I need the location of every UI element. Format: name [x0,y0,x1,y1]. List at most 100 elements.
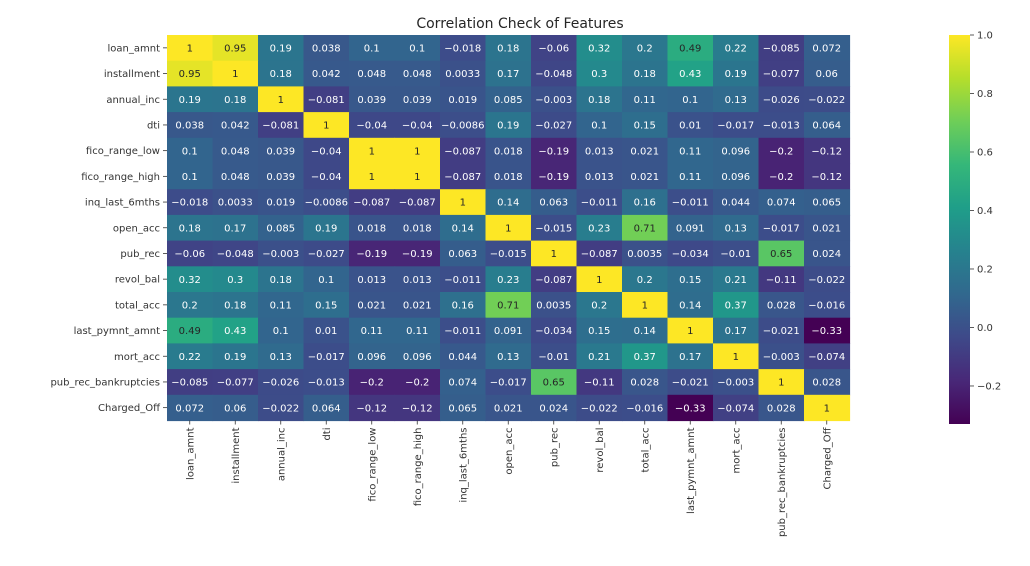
cell-dti-pub-rec-bankruptcies [758,112,805,139]
cell-pub-rec-bankruptcies-revol-bal [576,369,623,396]
cell-mort-acc-fico-range-low [349,343,396,370]
cell-label-fico-range-low-inq-last-6mths: −0.087 [444,146,481,157]
cell-annual-inc-loan-amnt [167,86,214,113]
cell-annual-inc-pub-rec-bankruptcies [758,86,805,113]
cell-label-last-pymnt-amnt-fico-range-high: 0.11 [406,326,428,337]
cell-label-annual-inc-installment: 0.18 [224,95,246,106]
cell-label-inq-last-6mths-total-acc: 0.16 [634,198,656,209]
cell-open-acc-dti [303,214,350,242]
cell-label-revol-bal-inq-last-6mths: −0.011 [444,275,481,286]
cell-label-charged-off-pub-rec: 0.024 [539,403,568,414]
cell-installment-inq-last-6mths [440,60,487,87]
cell-label-fico-range-low-pub-rec-bankruptcies: −0.2 [769,146,793,157]
cell-fico-range-low-dti [303,137,350,165]
cell-label-fico-range-high-pub-rec: −0.19 [538,172,569,183]
cell-label-fico-range-high-fico-range-low: 1 [369,172,375,183]
cell-label-loan-amnt-pub-rec: −0.06 [538,43,569,54]
cell-pub-rec-charged-off [804,240,851,267]
cell-open-acc-pub-rec-bankruptcies [758,214,805,242]
cell-label-charged-off-revol-bal: −0.022 [581,403,618,414]
cell-pub-rec-installment [212,240,259,267]
col-label-fico-range-low: fico_range_low [367,428,378,502]
row-label-pub-rec: pub_rec [120,249,160,260]
cell-label-revol-bal-pub-rec: −0.087 [535,275,572,286]
cell-charged-off-annual-inc [258,394,305,422]
cell-label-dti-dti: 1 [323,121,329,132]
cell-total-acc-installment [212,292,259,319]
col-label-revol-bal: revol_bal [595,428,606,473]
cell-dti-fico-range-low [349,112,396,139]
cell-label-charged-off-loan-amnt: 0.072 [175,403,204,414]
cell-label-open-acc-installment: 0.17 [224,223,246,234]
cell-label-annual-inc-total-acc: 0.11 [634,95,656,106]
cell-annual-inc-fico-range-high [394,86,441,113]
cell-annual-inc-open-acc [485,86,532,113]
cell-label-revol-bal-mort-acc: 0.21 [725,275,747,286]
cell-label-inq-last-6mths-charged-off: 0.065 [812,198,841,209]
cell-label-fico-range-high-loan-amnt: 0.1 [182,172,198,183]
cell-fico-range-low-annual-inc [258,137,305,165]
cell-label-revol-bal-charged-off: −0.022 [808,275,845,286]
cell-label-revol-bal-total-acc: 0.2 [637,275,653,286]
cell-label-pub-rec-installment: −0.048 [217,249,254,260]
cell-open-acc-mort-acc [713,214,760,242]
cell-label-installment-dti: 0.042 [312,69,341,80]
cell-installment-pub-rec [531,60,578,87]
cell-dti-mort-acc [713,112,760,139]
cell-loan-amnt-dti [303,35,350,62]
cell-label-revol-bal-open-acc: 0.23 [497,275,519,286]
colorbar-tick-label: 0.2 [977,264,993,275]
cell-inq-last-6mths-last-pymnt-amnt [667,189,714,216]
cell-installment-last-pymnt-amnt [667,60,714,87]
cell-label-inq-last-6mths-open-acc: 0.14 [497,198,519,209]
colorbar-tick-label: 0.4 [977,206,993,217]
cell-total-acc-last-pymnt-amnt [667,292,714,319]
cell-label-charged-off-last-pymnt-amnt: −0.33 [675,403,706,414]
cell-inq-last-6mths-charged-off [804,189,851,216]
cell-label-installment-installment: 1 [232,69,238,80]
cell-label-annual-inc-open-acc: 0.085 [494,95,523,106]
cell-label-fico-range-low-dti: −0.04 [311,146,342,157]
cell-label-loan-amnt-pub-rec-bankruptcies: −0.085 [763,43,800,54]
cell-label-mort-acc-total-acc: 0.37 [634,352,656,363]
cell-last-pymnt-amnt-open-acc [485,317,532,344]
cell-dti-open-acc [485,112,532,139]
cell-inq-last-6mths-fico-range-high [394,189,441,216]
row-label-inq-last-6mths: inq_last_6mths [85,198,160,209]
cell-dti-revol-bal [576,112,623,139]
cell-pub-rec-fico-range-high [394,240,441,267]
cell-inq-last-6mths-pub-rec [531,189,578,216]
cell-pub-rec-bankruptcies-charged-off [804,369,851,396]
cell-charged-off-pub-rec-bankruptcies [758,394,805,422]
cell-last-pymnt-amnt-fico-range-high [394,317,441,344]
cell-label-loan-amnt-total-acc: 0.2 [637,43,653,54]
cell-label-fico-range-low-installment: 0.048 [221,146,250,157]
cell-label-fico-range-high-open-acc: 0.018 [494,172,523,183]
cell-label-revol-bal-revol-bal: 1 [596,275,602,286]
cell-label-inq-last-6mths-fico-range-low: −0.087 [353,198,390,209]
colorbar-tick-label: 0.6 [977,147,993,158]
cell-dti-dti [303,112,350,139]
cell-label-revol-bal-dti: 0.1 [318,275,334,286]
colorbar-gradient [949,35,970,424]
cell-mort-acc-total-acc [622,343,669,370]
cell-label-total-acc-dti: 0.15 [315,300,337,311]
cell-fico-range-high-installment [212,163,259,190]
cell-dti-total-acc [622,112,669,139]
cell-label-open-acc-revol-bal: 0.23 [588,223,610,234]
cell-label-mort-acc-open-acc: 0.13 [497,352,519,363]
colorbar-tick-label: 0.0 [977,323,993,334]
cell-label-charged-off-dti: 0.064 [312,403,341,414]
cell-mort-acc-loan-amnt [167,343,214,370]
cell-installment-open-acc [485,60,532,87]
cell-mort-acc-annual-inc [258,343,305,370]
cell-label-pub-rec-bankruptcies-mort-acc: −0.003 [717,378,754,389]
cell-label-revol-bal-installment: 0.3 [227,275,243,286]
cell-label-revol-bal-loan-amnt: 0.32 [179,275,201,286]
cell-charged-off-loan-amnt [167,394,214,422]
cell-annual-inc-charged-off [804,86,851,113]
cell-pub-rec-open-acc [485,240,532,267]
cell-dti-pub-rec [531,112,578,139]
cell-label-fico-range-high-last-pymnt-amnt: 0.11 [679,172,701,183]
cell-label-inq-last-6mths-mort-acc: 0.044 [721,198,750,209]
